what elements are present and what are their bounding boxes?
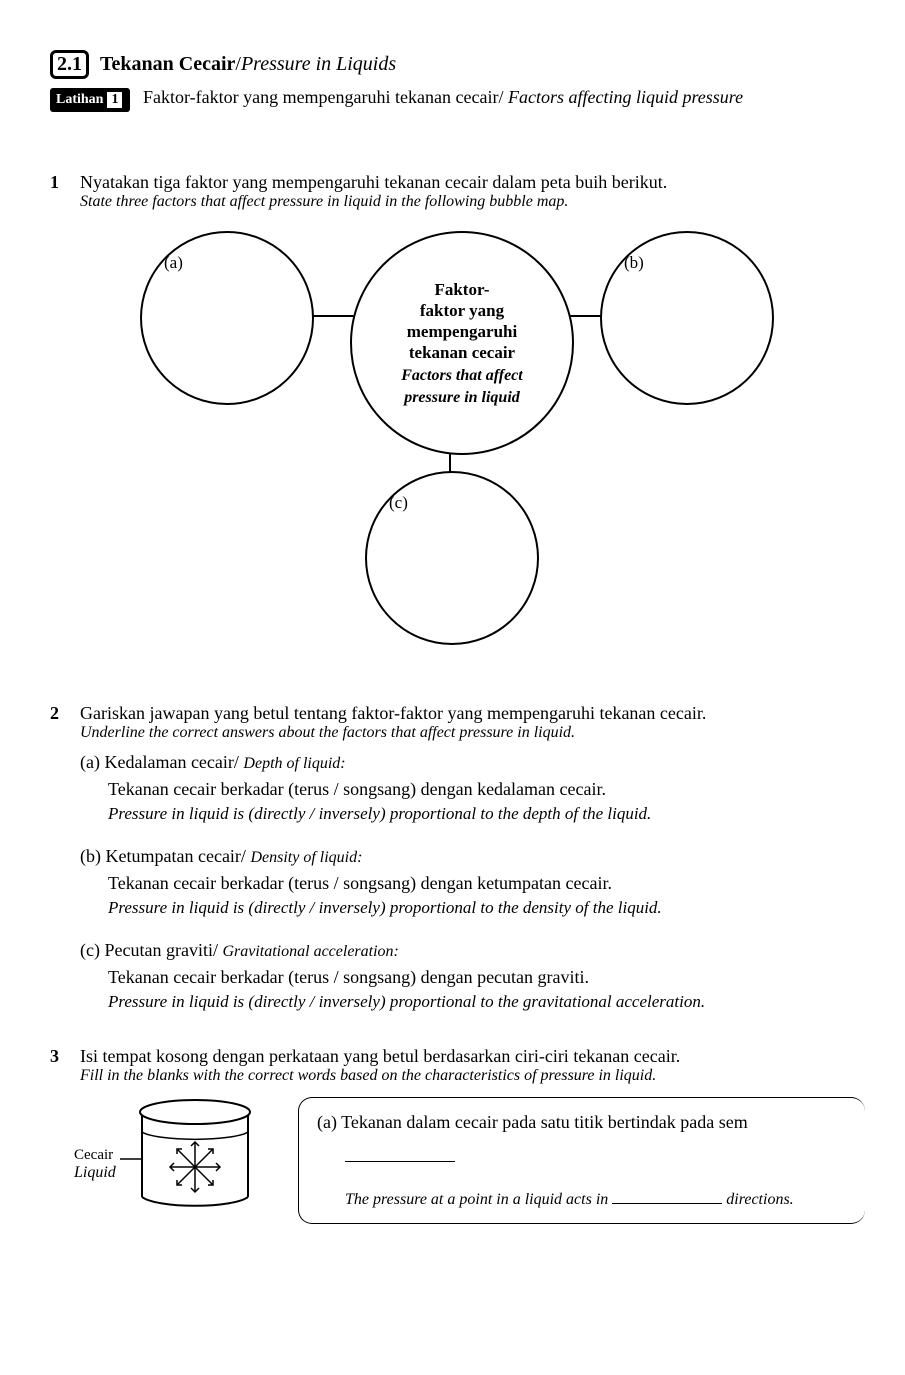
question-body: Gariskan jawapan yang betul tentang fakt… bbox=[80, 703, 865, 1034]
center-l1: Faktor- bbox=[434, 280, 489, 299]
bubble-a[interactable]: (a) bbox=[140, 231, 314, 405]
center-l4: tekanan cecair bbox=[409, 343, 515, 362]
q3a-line: (a) Tekanan dalam cecair pada satu titik… bbox=[317, 1112, 853, 1133]
q2c-line: Tekanan cecair berkadar (terus / songsan… bbox=[108, 967, 865, 988]
latihan-label: Latihan bbox=[56, 92, 103, 107]
beaker-diagram: Cecair Liquid bbox=[80, 1097, 280, 1222]
exercise-header: Latihan1 Faktor-faktor yang mempengaruhi… bbox=[50, 87, 865, 112]
question-2: 2 Gariskan jawapan yang betul tentang fa… bbox=[50, 703, 865, 1034]
q3a-key: (a) bbox=[317, 1112, 337, 1132]
q2c-line-en: Pressure in liquid is (directly / invers… bbox=[108, 992, 865, 1012]
q2a-key: (a) bbox=[80, 752, 100, 772]
blank-input[interactable] bbox=[612, 1187, 722, 1204]
q3-answer-box: (a) Tekanan dalam cecair pada satu titik… bbox=[298, 1097, 865, 1224]
q2-item-b: (b) Ketumpatan cecair/ Density of liquid… bbox=[80, 846, 865, 918]
latihan-num: 1 bbox=[105, 90, 124, 110]
exercise-sep: / bbox=[498, 87, 503, 107]
question-number: 2 bbox=[50, 703, 80, 1034]
center-l6: pressure in liquid bbox=[404, 389, 520, 406]
bubble-center: Faktor- faktor yang mempengaruhi tekanan… bbox=[350, 231, 574, 455]
question-3: 3 Isi tempat kosong dengan perkataan yan… bbox=[50, 1046, 865, 1224]
blank-input[interactable] bbox=[345, 1143, 455, 1162]
beaker-label-wrap: Cecair Liquid bbox=[74, 1147, 116, 1182]
q3a-text: Tekanan dalam cecair pada satu titik ber… bbox=[341, 1112, 748, 1132]
question-number: 1 bbox=[50, 172, 80, 691]
section-title-en: Pressure in Liquids bbox=[241, 53, 396, 75]
exercise-subtitle-en: Factors affecting liquid pressure bbox=[508, 87, 743, 107]
q2c-heading-en: Gravitational acceleration: bbox=[222, 943, 398, 960]
bubble-c[interactable]: (c) bbox=[365, 471, 539, 645]
center-l2: faktor yang bbox=[420, 301, 504, 320]
q2b-heading-en: Density of liquid: bbox=[250, 849, 362, 866]
q3a-en-post: directions. bbox=[722, 1191, 793, 1208]
q2-text-en: Underline the correct answers about the … bbox=[80, 724, 865, 742]
q2a-line-en: Pressure in liquid is (directly / invers… bbox=[108, 804, 865, 824]
q2b-line-en: Pressure in liquid is (directly / invers… bbox=[108, 898, 865, 918]
q3a-blank-row bbox=[345, 1143, 853, 1167]
q3a-en-line: The pressure at a point in a liquid acts… bbox=[345, 1187, 853, 1209]
beaker-label: Cecair bbox=[74, 1147, 116, 1164]
section-header: 2.1 Tekanan Cecair/Pressure in Liquids bbox=[50, 50, 865, 79]
section-title: Tekanan Cecair bbox=[100, 53, 235, 75]
worksheet-page: 2.1 Tekanan Cecair/Pressure in Liquids L… bbox=[0, 0, 905, 1266]
bubble-c-label: (c) bbox=[389, 493, 408, 513]
q3-text-en: Fill in the blanks with the correct word… bbox=[80, 1067, 865, 1085]
q2c-heading: Pecutan graviti/ bbox=[104, 940, 217, 960]
question-number: 3 bbox=[50, 1046, 80, 1224]
question-body: Isi tempat kosong dengan perkataan yang … bbox=[80, 1046, 865, 1224]
question-body: Nyatakan tiga faktor yang mempengaruhi t… bbox=[80, 172, 865, 691]
q2b-heading: Ketumpatan cecair/ bbox=[106, 846, 246, 866]
center-l5: Factors that affect bbox=[401, 367, 522, 384]
center-l3: mempengaruhi bbox=[407, 322, 518, 341]
q2a-heading: Kedalaman cecair/ bbox=[104, 752, 238, 772]
question-1: 1 Nyatakan tiga faktor yang mempengaruhi… bbox=[50, 172, 865, 691]
latihan-badge: Latihan1 bbox=[50, 88, 130, 112]
q3-content-row: Cecair Liquid (a) Tekanan dalam cecair p… bbox=[80, 1097, 865, 1224]
q1-text: Nyatakan tiga faktor yang mempengaruhi t… bbox=[80, 172, 865, 193]
q2b-line: Tekanan cecair berkadar (terus / songsan… bbox=[108, 873, 865, 894]
bubble-b-label: (b) bbox=[624, 253, 644, 273]
bubble-b[interactable]: (b) bbox=[600, 231, 774, 405]
beaker-label-en: Liquid bbox=[74, 1164, 116, 1182]
q3a-en-pre: The pressure at a point in a liquid acts… bbox=[345, 1191, 612, 1208]
q2-item-a: (a) Kedalaman cecair/ Depth of liquid: T… bbox=[80, 752, 865, 824]
exercise-subtitle: Faktor-faktor yang mempengaruhi tekanan … bbox=[143, 87, 498, 107]
q2-item-c: (c) Pecutan graviti/ Gravitational accel… bbox=[80, 940, 865, 1012]
q2a-line: Tekanan cecair berkadar (terus / songsan… bbox=[108, 779, 865, 800]
q2a-heading-en: Depth of liquid: bbox=[243, 755, 345, 772]
bubble-map-diagram: (a) Faktor- faktor yang mempengaruhi tek… bbox=[120, 231, 820, 651]
q3-text: Isi tempat kosong dengan perkataan yang … bbox=[80, 1046, 865, 1067]
q1-text-en: State three factors that affect pressure… bbox=[80, 193, 865, 211]
section-badge: 2.1 bbox=[50, 50, 89, 79]
q2b-key: (b) bbox=[80, 846, 101, 866]
q2c-key: (c) bbox=[80, 940, 100, 960]
bubble-a-label: (a) bbox=[164, 253, 183, 273]
q2-text: Gariskan jawapan yang betul tentang fakt… bbox=[80, 703, 865, 724]
